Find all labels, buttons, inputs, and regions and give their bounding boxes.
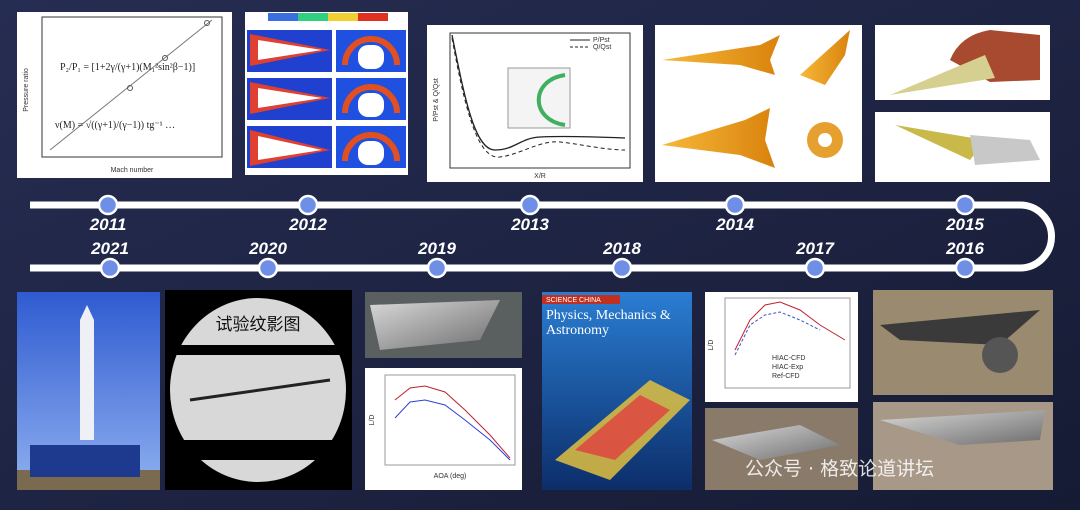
cfd-panel xyxy=(245,12,408,175)
tunnel-photo xyxy=(705,290,1053,490)
vehicle-panel xyxy=(655,25,862,182)
journal-title-box: Physics, Mechanics & Astronomy xyxy=(546,308,671,338)
year-label: 2013 xyxy=(510,215,549,234)
timeline-dot xyxy=(954,194,976,216)
axis-label: L/D xyxy=(708,340,715,351)
year-label: 2011 xyxy=(89,215,127,234)
timeline-line xyxy=(30,201,1055,272)
legend-label: P/Pst xyxy=(593,37,610,44)
timeline-dot xyxy=(954,257,976,279)
svg-text:P₂/P₁ = [1+2γ/(γ+1)(M₁²sin²β−1: P₂/P₁ = [1+2γ/(γ+1)(M₁²sin²β−1)] xyxy=(60,62,195,73)
axis-label: Pressure ratio xyxy=(23,68,30,112)
year-label: 2014 xyxy=(715,215,754,234)
journal-header: SCIENCE CHINA xyxy=(546,297,601,304)
timeline-dot xyxy=(257,257,279,279)
timeline-dot xyxy=(724,194,746,216)
journal-cover: SCIENCE CHINA Physics, Mechanics & Astro… xyxy=(542,292,692,490)
journal-title: Physics, Mechanics & Astronomy xyxy=(546,308,671,338)
axis-label: P/Pst & Q/Qst xyxy=(433,78,440,122)
legend-label: HIAC-CFD xyxy=(772,355,805,362)
year-label: 2018 xyxy=(602,239,641,258)
year-label: 2021 xyxy=(90,239,129,258)
year-label: 2015 xyxy=(945,215,984,234)
timeline-dot xyxy=(519,194,541,216)
timeline-dot xyxy=(97,194,119,216)
timeline-dot xyxy=(99,257,121,279)
axis-label: AOA (deg) xyxy=(434,473,467,480)
svg-text:ν(M) = √((γ+1)/(γ−1)) tg⁻¹ …: ν(M) = √((γ+1)/(γ−1)) tg⁻¹ … xyxy=(55,120,175,131)
year-label: 2012 xyxy=(288,215,327,234)
watermark: 公众号 · 格致论道讲坛 xyxy=(745,458,934,480)
year-label: 2020 xyxy=(248,239,287,258)
axis-label: X/R xyxy=(534,173,546,180)
legend-label: Ref-CFD xyxy=(772,373,800,380)
team-photo xyxy=(17,292,160,490)
panel-label: 试验纹影图 xyxy=(216,315,301,335)
year-label: 2019 xyxy=(417,239,456,258)
pressure-panel: P/Pst Q/Qst P/Pst & Q/Qst X/R xyxy=(427,25,643,182)
axis-label: L/D xyxy=(369,415,376,426)
axis-label: Mach number xyxy=(111,167,154,174)
timeline-dot xyxy=(611,257,633,279)
timeline-dot xyxy=(804,257,826,279)
timeline-dot xyxy=(297,194,319,216)
year-label: 2016 xyxy=(945,239,984,258)
year-label: 2017 xyxy=(795,239,835,258)
timeline-dot xyxy=(426,257,448,279)
aoa-chart: L/D AOA (deg) xyxy=(365,368,522,490)
legend-label: Q/Qst xyxy=(593,44,611,51)
legend-label: HIAC-Exp xyxy=(772,364,803,371)
ld-chart: HIAC-CFD HIAC-Exp Ref-CFD L/D xyxy=(705,292,858,402)
schlieren-panel: 试验纹影图 xyxy=(165,290,352,490)
wing-photo xyxy=(365,292,522,358)
model-panel xyxy=(875,25,1050,182)
theory-panel: P₂/P₁ = [1+2γ/(γ+1)(M₁²sin²β−1)] ν(M) = … xyxy=(17,12,232,178)
